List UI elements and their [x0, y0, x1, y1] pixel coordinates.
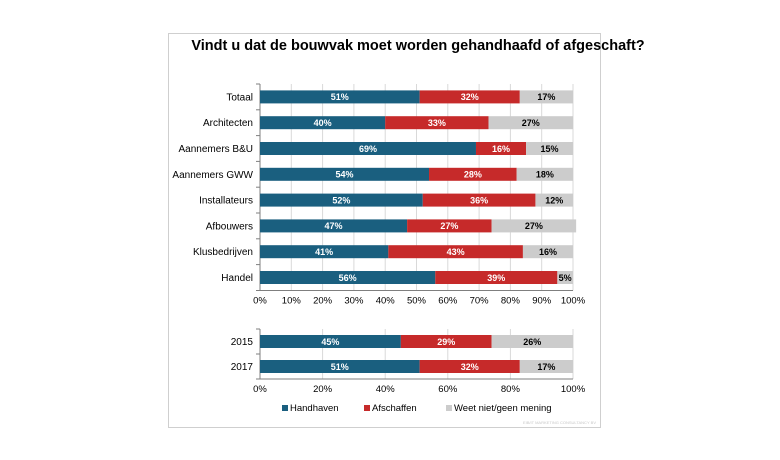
watermark: EIB/IT MARKETING CONSULTANCY BV	[523, 420, 596, 425]
data-label: 41%	[315, 247, 333, 257]
bar-weet-niet	[535, 193, 573, 207]
bar-handhaven	[260, 245, 389, 259]
data-label: 16%	[539, 247, 557, 257]
x-tick-label: 0%	[253, 384, 267, 395]
data-label: 40%	[314, 118, 332, 128]
data-label: 26%	[523, 337, 541, 347]
bar-handhaven	[260, 167, 430, 181]
category-label: Handel	[221, 273, 253, 284]
bar-afschaffen	[419, 360, 520, 373]
plot-years: 0% 20% 40% 60% 80% 100% 2015 45% 29% 26% 2017 51% 32…	[231, 328, 586, 395]
x-tick-label: 40%	[376, 296, 396, 307]
data-label: 52%	[332, 195, 350, 205]
data-label: 47%	[325, 221, 343, 231]
bar-afschaffen	[429, 167, 517, 181]
bar-handhaven	[260, 90, 420, 104]
bar-handhaven	[260, 335, 401, 348]
data-label: 39%	[487, 273, 505, 283]
bar-afschaffen	[422, 193, 536, 207]
bar-afschaffen	[419, 90, 520, 104]
bar-afschaffen	[475, 142, 527, 155]
bar-weet-niet	[526, 142, 573, 155]
category-label: 2015	[231, 337, 254, 348]
bar-afschaffen	[400, 335, 492, 348]
plot-sectors: 0% 10% 20% 30% 40% 50% 60% 70% 80% 90% 100% Totaal 5…	[172, 83, 586, 307]
bar-weet-niet	[519, 360, 573, 373]
x-tick-label: 80%	[501, 384, 521, 395]
data-label: 32%	[461, 362, 479, 372]
bar-handhaven	[260, 193, 423, 207]
bar-afschaffen	[407, 219, 492, 233]
x-tick-label: 60%	[438, 296, 458, 307]
legend-swatch-weet-niet	[446, 405, 452, 411]
data-label: 16%	[492, 144, 510, 154]
data-label: 45%	[321, 337, 339, 347]
x-tick-label: 10%	[282, 296, 302, 307]
x-tick-label: 40%	[376, 384, 396, 395]
data-label: 69%	[359, 144, 377, 154]
data-label: 18%	[536, 170, 554, 180]
x-tick-label: 90%	[532, 296, 552, 307]
legend-swatch-afschaffen	[364, 405, 370, 411]
bar-afschaffen	[388, 245, 523, 259]
legend-swatch-handhaven	[282, 405, 288, 411]
bar-weet-niet	[488, 116, 573, 130]
bar-handhaven	[260, 219, 408, 233]
bar-weet-niet	[522, 245, 573, 259]
x-tick-label: 50%	[407, 296, 427, 307]
category-label: 2017	[231, 362, 254, 373]
x-tick-label: 80%	[501, 296, 521, 307]
category-label: Totaal	[226, 92, 253, 103]
x-tick-label: 60%	[438, 384, 458, 395]
x-tick-label: 20%	[313, 296, 333, 307]
x-tick-label: 100%	[561, 296, 586, 307]
data-label: 36%	[470, 195, 488, 205]
data-label: 51%	[331, 92, 349, 102]
bar-weet-niet	[519, 90, 573, 104]
data-label: 54%	[336, 170, 354, 180]
data-label: 5%	[559, 273, 572, 283]
bar-afschaffen	[385, 116, 489, 130]
bar-handhaven	[260, 142, 476, 155]
category-label: Architecten	[203, 118, 253, 129]
category-label: Installateurs	[199, 196, 253, 207]
data-label: 29%	[437, 337, 455, 347]
bar-weet-niet	[491, 219, 577, 233]
legend-label-handhaven: Handhaven	[290, 403, 339, 414]
x-tick-label: 20%	[313, 384, 333, 395]
bar-handhaven	[260, 271, 436, 284]
data-label: 32%	[461, 92, 479, 102]
data-label: 12%	[545, 195, 563, 205]
data-label: 27%	[522, 118, 540, 128]
category-label: Aannemers GWW	[172, 170, 253, 181]
legend: Handhaven Afschaffen Weet niet/geen mening	[282, 403, 552, 414]
bar-afschaffen	[435, 271, 558, 284]
data-label: 17%	[537, 92, 555, 102]
data-label: 51%	[331, 362, 349, 372]
x-tick-label: 30%	[344, 296, 364, 307]
legend-label-afschaffen: Afschaffen	[372, 403, 417, 414]
bar-weet-niet	[491, 335, 573, 348]
data-label: 43%	[447, 247, 465, 257]
bar-handhaven	[260, 116, 386, 130]
data-label: 28%	[464, 170, 482, 180]
legend-label-weet-niet: Weet niet/geen mening	[454, 403, 552, 414]
data-label: 15%	[541, 144, 559, 154]
data-label: 27%	[525, 221, 543, 231]
data-label: 56%	[339, 273, 357, 283]
bar-weet-niet	[516, 167, 573, 181]
x-tick-label: 0%	[253, 296, 267, 307]
data-label: 17%	[537, 362, 555, 372]
category-label: Aannemers B&U	[179, 144, 253, 155]
bar-weet-niet	[557, 271, 573, 284]
x-tick-label: 70%	[470, 296, 490, 307]
x-tick-label: 100%	[561, 384, 586, 395]
data-label: 33%	[428, 118, 446, 128]
data-label: 27%	[440, 221, 458, 231]
category-label: Afbouwers	[206, 221, 253, 232]
chart-title: Vindt u dat de bouwvak moet worden gehan…	[191, 38, 645, 54]
category-label: Klusbedrijven	[193, 247, 253, 258]
bar-handhaven	[260, 360, 420, 373]
